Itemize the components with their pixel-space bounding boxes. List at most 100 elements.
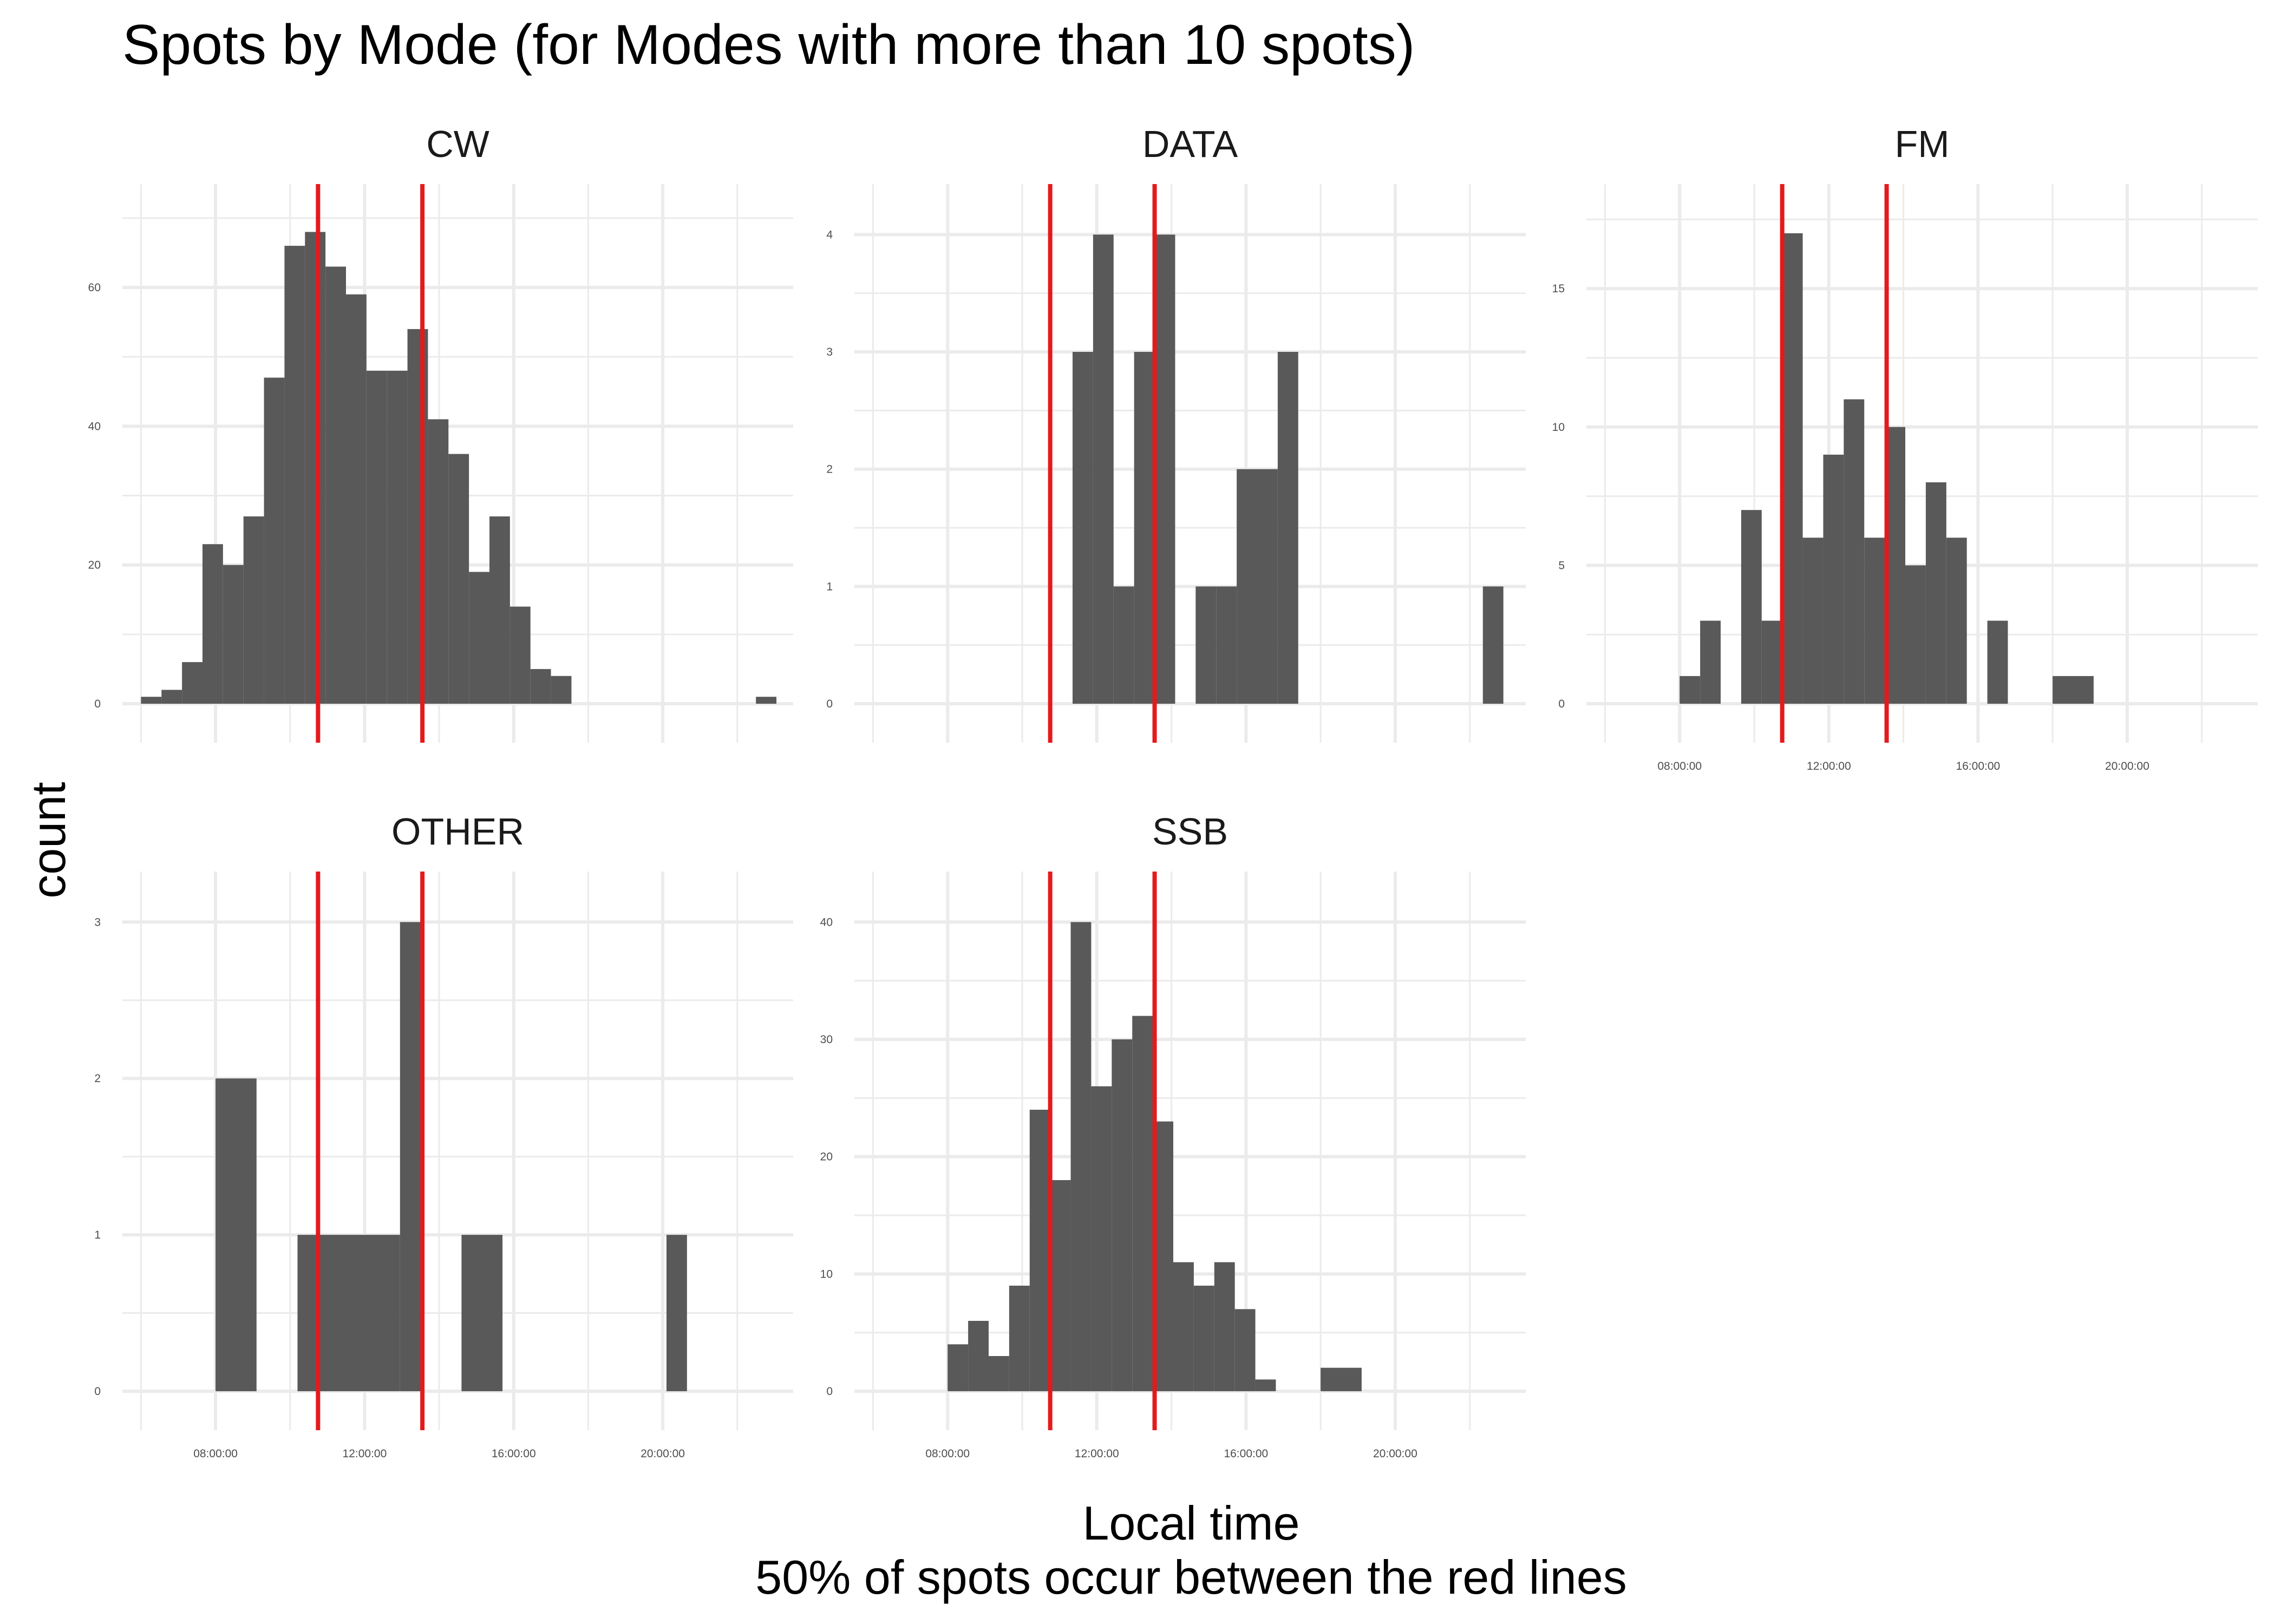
y-tick-label: 0 bbox=[94, 1385, 101, 1398]
y-tick-label: 3 bbox=[826, 346, 833, 358]
chart-title: Spots by Mode (for Modes with more than … bbox=[122, 14, 1415, 76]
histogram-bar bbox=[1987, 620, 2008, 704]
x-tick-label: 20:00:00 bbox=[1373, 1448, 1417, 1460]
x-tick-label: 08:00:00 bbox=[925, 1448, 970, 1460]
histogram-bar bbox=[1216, 586, 1237, 704]
histogram-bar bbox=[1823, 454, 1844, 704]
panel-ssb: SSB 0 10 20 30 40 08:00:00 12:00:00 16:00:00 20:0… bbox=[820, 810, 1526, 1460]
y-tick-label: 0 bbox=[94, 698, 101, 710]
histogram-bar bbox=[948, 1344, 969, 1391]
y-tick-label: 10 bbox=[1552, 421, 1565, 434]
histogram-bar bbox=[161, 690, 182, 704]
y-tick-label: 40 bbox=[88, 420, 101, 433]
histogram-bar bbox=[530, 669, 551, 704]
x-tick-label: 16:00:00 bbox=[492, 1448, 536, 1460]
y-tick-label: 2 bbox=[826, 463, 833, 476]
histogram-bar bbox=[509, 606, 531, 704]
histogram-bar bbox=[1741, 510, 1762, 704]
histogram-bar bbox=[1946, 538, 1967, 704]
histogram-bar bbox=[1009, 1286, 1030, 1391]
histogram-bar bbox=[448, 454, 469, 704]
histogram-bar bbox=[243, 516, 264, 704]
histogram-bar bbox=[325, 266, 346, 704]
histogram-bar bbox=[1154, 234, 1175, 704]
histogram-bar bbox=[666, 1235, 687, 1391]
histogram-bar bbox=[1134, 352, 1155, 704]
histogram-bar bbox=[346, 294, 367, 704]
histogram-bar bbox=[1255, 1379, 1276, 1391]
histogram-bar bbox=[1193, 1286, 1214, 1391]
histogram-bar bbox=[1925, 482, 1946, 704]
histogram-bar bbox=[387, 370, 408, 704]
histogram-bar bbox=[215, 1078, 257, 1391]
panel-data: DATA 0 1 2 3 4 bbox=[826, 123, 1526, 743]
y-tick-label: 1 bbox=[826, 580, 833, 593]
y-tick-label: 20 bbox=[88, 559, 101, 572]
y-tick-label: 5 bbox=[1558, 559, 1565, 572]
histogram-bar bbox=[1093, 234, 1114, 704]
y-tick-label: 15 bbox=[1552, 283, 1565, 295]
histogram-bar bbox=[223, 565, 244, 704]
histogram-bar bbox=[1070, 922, 1092, 1391]
histogram-bar bbox=[1132, 1016, 1153, 1391]
histogram-bar bbox=[2053, 676, 2094, 704]
x-tick-label: 16:00:00 bbox=[1224, 1448, 1268, 1460]
histogram-bar bbox=[1050, 1180, 1071, 1391]
histogram-bar bbox=[1864, 538, 1885, 704]
histogram-bar bbox=[461, 1235, 503, 1391]
histogram-bar bbox=[1029, 1110, 1050, 1391]
y-tick-label: 0 bbox=[826, 698, 833, 710]
y-tick-label: 20 bbox=[820, 1151, 833, 1163]
strip-label-ssb: SSB bbox=[1152, 810, 1228, 853]
histogram-bar bbox=[551, 676, 572, 704]
histogram-bar bbox=[202, 544, 223, 704]
histogram-bar bbox=[1761, 620, 1782, 704]
histogram-bar bbox=[756, 697, 777, 704]
strip-label-data: DATA bbox=[1142, 123, 1238, 165]
y-tick-label: 0 bbox=[826, 1385, 833, 1398]
strip-label-cw: CW bbox=[426, 123, 489, 165]
histogram-bar bbox=[1782, 233, 1803, 704]
y-tick-label: 2 bbox=[94, 1072, 101, 1085]
panel-fm: FM 0 5 10 15 08:00:00 12:00:00 16:00:00 20:00:00 bbox=[1552, 123, 2258, 772]
histogram-bar bbox=[305, 232, 326, 704]
x-tick-label: 16:00:00 bbox=[1956, 760, 2000, 772]
histogram-bar bbox=[1482, 586, 1504, 704]
y-axis-title: count bbox=[22, 782, 75, 898]
panel-other: OTHER 0 1 2 3 08:00:00 12:00:00 16:00:00 20:00:0… bbox=[94, 810, 793, 1460]
caption-red-lines: 50% of spots occur between the red lines bbox=[755, 1550, 1626, 1604]
histogram-bar bbox=[469, 572, 490, 704]
histogram-bar bbox=[407, 329, 428, 704]
histogram-bar bbox=[366, 370, 387, 704]
histogram-bar bbox=[1214, 1262, 1235, 1391]
histogram-bar bbox=[1277, 352, 1298, 704]
x-tick-label: 12:00:00 bbox=[1075, 1448, 1119, 1460]
histogram-bar bbox=[1257, 469, 1278, 704]
histogram-bar bbox=[1173, 1262, 1194, 1391]
histogram-bar bbox=[1112, 1039, 1133, 1391]
y-tick-label: 0 bbox=[1558, 698, 1565, 710]
y-tick-label: 1 bbox=[94, 1229, 101, 1241]
histogram-bar bbox=[1113, 586, 1134, 704]
histogram-bar bbox=[1680, 676, 1701, 704]
histogram-bar bbox=[1802, 538, 1824, 704]
histogram-bar bbox=[1091, 1086, 1112, 1391]
strip-label-fm: FM bbox=[1894, 123, 1949, 165]
histogram-bar bbox=[489, 516, 510, 704]
histogram-bar bbox=[1844, 399, 1865, 704]
x-tick-label: 20:00:00 bbox=[2105, 760, 2149, 772]
x-tick-label: 20:00:00 bbox=[641, 1448, 685, 1460]
y-tick-label: 30 bbox=[820, 1033, 833, 1046]
histogram-bar bbox=[1073, 352, 1093, 704]
histogram-bar bbox=[400, 922, 421, 1391]
histogram-bar bbox=[428, 419, 449, 704]
y-tick-label: 4 bbox=[826, 228, 833, 241]
histogram-bar bbox=[284, 246, 305, 704]
x-tick-label: 12:00:00 bbox=[1807, 760, 1851, 772]
histogram-bar bbox=[1234, 1309, 1256, 1391]
x-tick-label: 12:00:00 bbox=[343, 1448, 387, 1460]
x-tick-label: 08:00:00 bbox=[1657, 760, 1702, 772]
histogram-bar bbox=[297, 1235, 400, 1391]
